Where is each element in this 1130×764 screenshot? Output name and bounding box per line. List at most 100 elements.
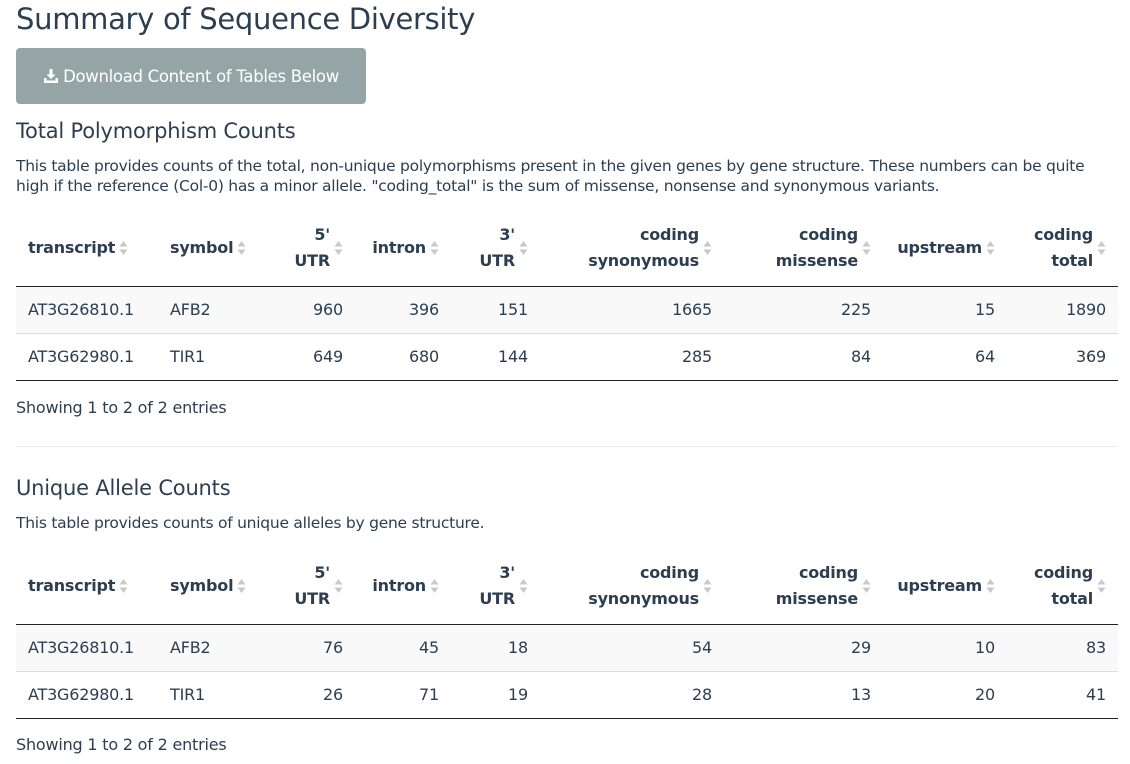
sort-icon[interactable] <box>119 577 128 595</box>
column-header-label: synonymous <box>588 588 699 608</box>
table-description: This table provides counts of the total,… <box>16 157 1085 195</box>
sort-icon[interactable] <box>430 239 439 257</box>
table-info: Showing 1 to 2 of 2 entries <box>16 735 227 754</box>
data-table: transcript symbol 5' UTR intron 3' UTR coding sy… <box>16 210 1118 381</box>
column-header-utr3[interactable]: 3' UTR <box>451 548 540 625</box>
table-cell-symbol: AFB2 <box>158 624 259 671</box>
column-header-label: symbol <box>170 576 234 595</box>
column-header-label: intron <box>372 576 426 595</box>
column-header-label: UTR <box>294 588 330 608</box>
table-description: This table provides counts of unique all… <box>16 514 485 532</box>
column-header-coding_missense[interactable]: coding missense <box>724 210 883 287</box>
column-header-coding_missense[interactable]: coding missense <box>724 548 883 625</box>
download-button[interactable]: Download Content of Tables Below <box>16 48 366 104</box>
sort-icon[interactable] <box>1097 577 1106 595</box>
column-header-label: coding <box>798 224 858 244</box>
table-title: Unique Allele Counts <box>16 476 231 500</box>
sort-icon[interactable] <box>1097 239 1106 257</box>
column-header-coding_synonymous[interactable]: coding synonymous <box>540 210 724 287</box>
column-header-utr3[interactable]: 3' UTR <box>451 210 540 287</box>
table-cell-upstream: 10 <box>883 624 1007 671</box>
column-header-label: coding <box>1033 224 1093 244</box>
sort-icon[interactable] <box>986 577 995 595</box>
column-header-label: intron <box>372 238 426 257</box>
column-header-label: coding <box>1033 562 1093 582</box>
table-cell-utr3: 151 <box>451 286 540 333</box>
column-header-label: synonymous <box>588 250 699 270</box>
table-cell-intron: 45 <box>355 624 451 671</box>
table-cell-coding_synonymous: 28 <box>540 670 724 719</box>
sort-icon[interactable] <box>237 577 246 595</box>
table-cell-utr5: 26 <box>259 670 355 719</box>
column-header-utr5[interactable]: 5' UTR <box>259 210 355 287</box>
column-header-label: coding <box>798 562 858 582</box>
column-header-label: transcript <box>28 238 116 257</box>
column-header-coding_synonymous[interactable]: coding synonymous <box>540 548 724 625</box>
table-cell-utr5: 76 <box>259 624 355 671</box>
table-cell-utr3: 19 <box>451 670 540 719</box>
sort-icon[interactable] <box>862 577 871 595</box>
sort-icon[interactable] <box>334 239 343 257</box>
sort-icon[interactable] <box>703 577 712 595</box>
table-cell-intron: 396 <box>355 286 451 333</box>
download-button-label: Download Content of Tables Below <box>63 66 339 86</box>
sort-icon[interactable] <box>986 239 995 257</box>
sort-icon[interactable] <box>237 239 246 257</box>
table-row: AT3G26810.1 AFB2 76 45 18 54 29 10 83 <box>16 624 1118 671</box>
page-title: Summary of Sequence Diversity <box>16 2 476 36</box>
column-header-label: coding <box>639 562 699 582</box>
column-header-label: UTR <box>479 250 515 270</box>
column-header-utr5[interactable]: 5' UTR <box>259 548 355 625</box>
table-cell-coding_synonymous: 54 <box>540 624 724 671</box>
column-header-label: total <box>1051 588 1093 608</box>
table-cell-intron: 71 <box>355 670 451 719</box>
sort-icon[interactable] <box>519 239 528 257</box>
column-header-coding_total[interactable]: coding total <box>1007 548 1118 625</box>
sort-icon[interactable] <box>862 239 871 257</box>
table-cell-transcript: AT3G62980.1 <box>16 670 158 719</box>
column-header-label: 5' <box>314 562 330 582</box>
table-row: AT3G62980.1 TIR1 649 680 144 285 84 64 369 <box>16 332 1118 381</box>
column-header-label: coding <box>639 224 699 244</box>
table-cell-transcript: AT3G62980.1 <box>16 332 158 381</box>
column-header-intron[interactable]: intron <box>355 548 451 625</box>
table-cell-intron: 680 <box>355 332 451 381</box>
column-header-label: missense <box>775 588 858 608</box>
table-cell-upstream: 64 <box>883 332 1007 381</box>
table-row: AT3G62980.1 TIR1 26 71 19 28 13 20 41 <box>16 670 1118 719</box>
column-header-intron[interactable]: intron <box>355 210 451 287</box>
table-cell-coding_total: 83 <box>1007 624 1118 671</box>
column-header-label: transcript <box>28 576 116 595</box>
data-table: transcript symbol 5' UTR intron 3' UTR coding sy… <box>16 548 1118 719</box>
table-cell-utr3: 144 <box>451 332 540 381</box>
column-header-upstream[interactable]: upstream <box>883 210 1007 287</box>
column-header-label: UTR <box>479 588 515 608</box>
table-cell-upstream: 15 <box>883 286 1007 333</box>
column-header-label: missense <box>775 250 858 270</box>
table-cell-coding_missense: 29 <box>724 624 883 671</box>
column-header-symbol[interactable]: symbol <box>158 210 259 287</box>
divider <box>16 446 1118 447</box>
table-cell-upstream: 20 <box>883 670 1007 719</box>
table-cell-utr5: 649 <box>259 332 355 381</box>
table-cell-coding_synonymous: 285 <box>540 332 724 381</box>
table-cell-coding_synonymous: 1665 <box>540 286 724 333</box>
sort-icon[interactable] <box>119 239 128 257</box>
sort-icon[interactable] <box>519 577 528 595</box>
column-header-transcript[interactable]: transcript <box>16 210 158 287</box>
sort-icon[interactable] <box>334 577 343 595</box>
table-cell-utr5: 960 <box>259 286 355 333</box>
column-header-coding_total[interactable]: coding total <box>1007 210 1118 287</box>
sort-icon[interactable] <box>703 239 712 257</box>
table-cell-transcript: AT3G26810.1 <box>16 286 158 333</box>
table-cell-symbol: TIR1 <box>158 670 259 719</box>
column-header-transcript[interactable]: transcript <box>16 548 158 625</box>
column-header-symbol[interactable]: symbol <box>158 548 259 625</box>
table-cell-coding_missense: 84 <box>724 332 883 381</box>
column-header-label: upstream <box>897 238 982 257</box>
column-header-upstream[interactable]: upstream <box>883 548 1007 625</box>
sort-icon[interactable] <box>430 577 439 595</box>
table-cell-utr3: 18 <box>451 624 540 671</box>
table-cell-coding_missense: 13 <box>724 670 883 719</box>
table-info: Showing 1 to 2 of 2 entries <box>16 398 227 417</box>
